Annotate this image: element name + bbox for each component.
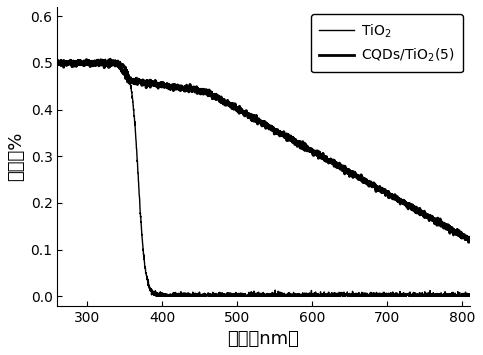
- CQDs/TiO$_2$(5): [414, 210, 420, 214]
- Line: CQDs/TiO$_2$(5): CQDs/TiO$_2$(5): [57, 59, 469, 242]
- TiO$_2$: [126, 72, 132, 77]
- CQDs/TiO$_2$(5): [230, 102, 236, 106]
- CQDs/TiO$_2$(5): [126, 77, 132, 81]
- CQDs/TiO$_2$(5): [213, 96, 218, 100]
- CQDs/TiO$_2$(5): [459, 234, 465, 238]
- Line: TiO$_2$: TiO$_2$: [57, 59, 469, 296]
- CQDs/TiO$_2$(5): [467, 235, 472, 239]
- Legend: TiO$_2$, CQDs/TiO$_2$(5): TiO$_2$, CQDs/TiO$_2$(5): [311, 14, 463, 72]
- Y-axis label: 吸光度%: 吸光度%: [7, 132, 25, 181]
- CQDs/TiO$_2$(5): [466, 240, 471, 244]
- CQDs/TiO$_2$(5): [101, 62, 107, 66]
- TiO$_2$: [154, 294, 159, 299]
- TiO$_2$: [213, 294, 219, 298]
- TiO$_2$: [231, 293, 237, 297]
- TiO$_2$: [467, 293, 472, 297]
- CQDs/TiO$_2$(5): [55, 59, 60, 63]
- CQDs/TiO$_2$(5): [107, 57, 113, 61]
- TiO$_2$: [459, 293, 465, 297]
- TiO$_2$: [98, 57, 104, 61]
- TiO$_2$: [101, 62, 107, 66]
- X-axis label: 波长（nm）: 波长（nm）: [227, 330, 299, 348]
- TiO$_2$: [55, 59, 60, 63]
- TiO$_2$: [414, 294, 420, 299]
